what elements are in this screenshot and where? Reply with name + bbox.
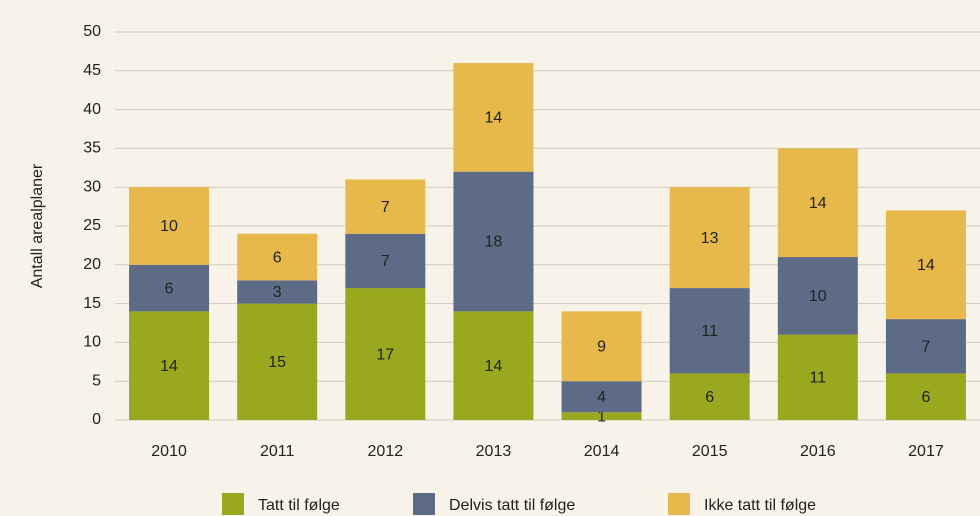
- bar-segment: [345, 179, 426, 234]
- x-tick-label: 2011: [260, 443, 295, 460]
- data-label: 14: [485, 358, 503, 375]
- bar-segment: [237, 233, 318, 281]
- data-label: 4: [597, 389, 606, 406]
- y-tick-label: 0: [92, 411, 101, 428]
- legend-label: Tatt til følge: [258, 497, 340, 514]
- bar-segment: [345, 233, 426, 289]
- data-label: 6: [921, 389, 930, 406]
- bar-segment: [129, 264, 210, 312]
- bar-segment: [669, 373, 750, 420]
- legend-swatch: [413, 493, 435, 515]
- bar-segment: [237, 280, 318, 304]
- bar-segment: [777, 334, 858, 420]
- bar-segment: [345, 288, 426, 420]
- bar-segment: [885, 373, 966, 420]
- data-label: 13: [701, 230, 719, 247]
- data-label: 11: [810, 370, 827, 387]
- bar-segment: [885, 210, 966, 320]
- data-label: 3: [273, 284, 282, 301]
- bar-segment: [669, 288, 750, 374]
- data-label: 10: [809, 288, 827, 305]
- y-tick-label: 30: [83, 178, 101, 195]
- y-tick-label: 15: [83, 295, 101, 312]
- x-tick-label: 2014: [584, 443, 620, 460]
- bar-segment: [453, 171, 534, 312]
- data-label: 7: [381, 253, 390, 270]
- y-tick-label: 20: [83, 256, 101, 273]
- data-label: 10: [160, 218, 178, 235]
- data-label: 7: [381, 199, 390, 216]
- y-axis-label: Antall arealplaner: [29, 163, 46, 288]
- legend-swatch: [668, 493, 690, 515]
- data-label: 18: [485, 234, 503, 251]
- x-tick-label: 2010: [151, 443, 187, 460]
- legend-label: Delvis tatt til følge: [449, 497, 575, 514]
- bar-segment: [453, 311, 534, 420]
- legend-label: Ikke tatt til følge: [704, 497, 816, 514]
- bar-segment: [561, 381, 642, 413]
- x-tick-label: 2015: [692, 443, 728, 460]
- bar-segment: [129, 311, 210, 420]
- y-tick-label: 25: [83, 217, 101, 234]
- y-tick-label: 10: [83, 334, 101, 351]
- x-tick-label: 2013: [476, 443, 512, 460]
- data-label: 6: [273, 249, 282, 266]
- data-label: 7: [921, 338, 930, 355]
- y-tick-label: 5: [92, 372, 101, 389]
- data-label: 9: [597, 338, 606, 355]
- bar-segment: [885, 319, 966, 374]
- data-label: 15: [268, 354, 286, 371]
- y-tick-label: 45: [83, 62, 101, 79]
- x-tick-label: 2016: [800, 443, 836, 460]
- x-tick-label: 2017: [908, 443, 944, 460]
- bar-segment: [453, 63, 534, 172]
- data-label: 17: [376, 346, 394, 363]
- data-label: 14: [160, 358, 178, 375]
- data-label: 14: [917, 257, 935, 274]
- bar-segment: [129, 187, 210, 265]
- bar-segment: [561, 311, 642, 382]
- x-tick-label: 2012: [368, 443, 404, 460]
- data-label: 6: [705, 389, 714, 406]
- legend-swatch: [222, 493, 244, 515]
- y-tick-label: 40: [83, 101, 101, 118]
- y-tick-label: 50: [83, 23, 101, 40]
- data-label: 6: [165, 280, 174, 297]
- bar-segment: [669, 187, 750, 289]
- bar-segment: [561, 412, 642, 420]
- y-tick-label: 35: [83, 140, 101, 157]
- bar-segment: [237, 303, 318, 420]
- data-label: 14: [809, 195, 827, 212]
- data-label: 1: [597, 408, 606, 425]
- data-label: 11: [701, 323, 718, 340]
- bar-segment: [777, 257, 858, 335]
- bar-segment: [777, 148, 858, 258]
- data-label: 14: [485, 110, 503, 127]
